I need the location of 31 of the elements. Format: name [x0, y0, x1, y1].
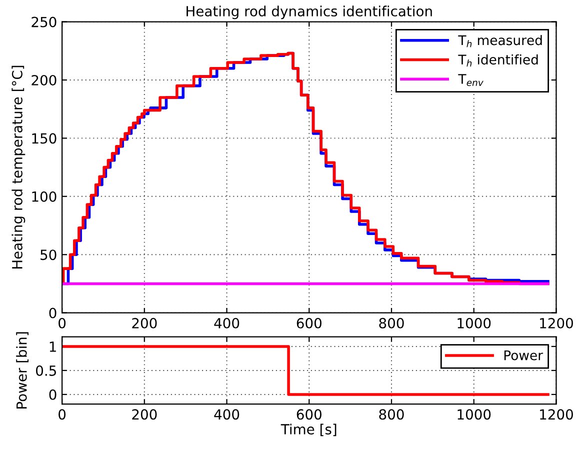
y-tick-label: 1	[50, 342, 56, 352]
y-tick-label: 100	[32, 191, 56, 202]
x-tick-label: 0	[58, 318, 66, 328]
y-tick-label: 200	[32, 74, 56, 86]
legend-label: Power	[504, 350, 544, 360]
y-tick-label: 50	[40, 250, 56, 260]
legend-label: T$_{env}$	[458, 74, 484, 86]
legend-label: T$_{h}$ identified	[458, 54, 538, 67]
x-tick-label: 600	[296, 409, 322, 420]
x-tick-label: 400	[214, 409, 240, 420]
x-tick-label: 1200	[540, 409, 573, 420]
legend-label: T$_{h}$ measured	[458, 34, 542, 48]
x-tick-label: 400	[214, 318, 240, 328]
y-tick-label: 250	[32, 16, 56, 28]
y-tick-label: 0.5	[36, 365, 56, 376]
x-tick-label: 1000	[458, 318, 491, 328]
x-tick-label: 200	[132, 318, 157, 328]
y-axis-title: Heating rod temperature [°C]	[12, 66, 26, 269]
x-tick-label: 1000	[458, 409, 491, 420]
x-tick-label: 0	[58, 409, 66, 420]
x-axis-title: Time [s]	[280, 424, 336, 436]
y-axis-title: Power [bin]	[16, 332, 28, 408]
x-tick-label: 600	[296, 318, 322, 328]
y-tick-label: 0	[49, 389, 56, 400]
y-tick-label: 150	[32, 133, 56, 144]
x-tick-label: 800	[379, 409, 404, 420]
chart-title: Heating rod dynamics identification	[186, 6, 432, 20]
x-tick-label: 200	[132, 409, 157, 420]
x-tick-label: 1200	[540, 318, 573, 328]
y-tick-label: 0	[49, 308, 56, 318]
x-tick-label: 800	[379, 318, 404, 328]
